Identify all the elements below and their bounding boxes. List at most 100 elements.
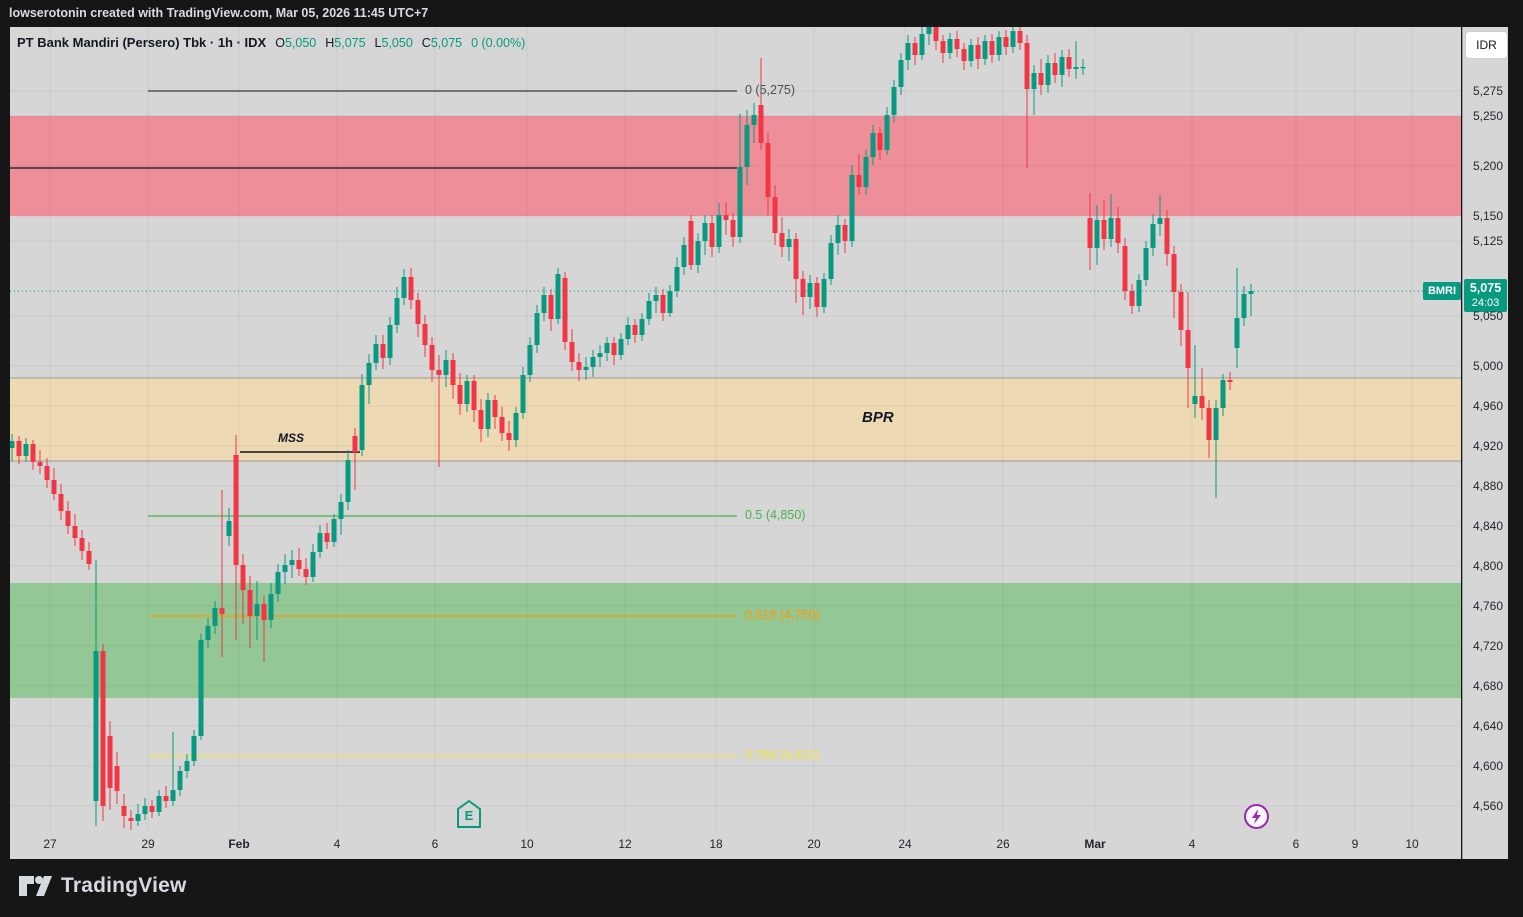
candle-body — [990, 41, 995, 55]
watermark-text: lowserotonin created with TradingView.co… — [9, 6, 428, 20]
candle-body — [668, 291, 673, 313]
candle-body — [381, 344, 386, 358]
bpr-zone-label: BPR — [862, 409, 894, 426]
candle-body — [920, 34, 925, 55]
candle-body — [829, 243, 834, 279]
time-tick-label: 27 — [43, 837, 56, 851]
candle-body — [752, 115, 757, 125]
price-tick-label: 4,760 — [1473, 599, 1503, 613]
currency-button[interactable]: IDR — [1465, 31, 1508, 59]
candle-body — [927, 27, 932, 34]
candle-body — [24, 444, 29, 456]
candle-body — [269, 594, 274, 620]
candle-body — [1214, 408, 1219, 440]
candle-body — [332, 519, 337, 542]
candle-body — [1123, 246, 1128, 291]
bottom-bar: TradingView — [0, 859, 1523, 917]
candle-body — [1179, 292, 1184, 330]
price-tick-label: 4,920 — [1473, 439, 1503, 453]
fib-label-2: 0.618 (4,750) — [745, 608, 819, 622]
candle-body — [1067, 57, 1072, 69]
price-tick-label: 4,800 — [1473, 559, 1503, 573]
candle-body — [654, 295, 659, 301]
candle-body — [1011, 31, 1016, 47]
flash-icon[interactable] — [1243, 803, 1270, 830]
candle-body — [1228, 380, 1233, 382]
svg-text:E: E — [465, 808, 474, 823]
candle-body — [640, 319, 645, 335]
tradingview-snapshot: { "frame": { "watermark": "lowserotonin … — [0, 0, 1523, 917]
candle-body — [969, 45, 974, 61]
candle-body — [283, 565, 288, 572]
candle-body — [486, 400, 491, 429]
candle-body — [31, 444, 36, 462]
candle-body — [1018, 31, 1023, 43]
candle-body — [955, 39, 960, 49]
price-tick-label: 4,960 — [1473, 399, 1503, 413]
ohlc-low: L5,050 — [375, 36, 413, 50]
time-tick-label: 6 — [432, 837, 439, 851]
candle-body — [843, 225, 848, 241]
time-axis[interactable]: 2729Feb46101218202426Mar46910 — [10, 832, 1461, 859]
candle-body — [983, 41, 988, 59]
price-tick-label: 4,680 — [1473, 679, 1503, 693]
chart-pane[interactable]: PT Bank Mandiri (Persero) Tbk · 1h · IDX… — [10, 27, 1461, 832]
candle-body — [773, 197, 778, 233]
candle-body — [997, 37, 1002, 55]
candle-body — [290, 560, 295, 565]
symbol-title[interactable]: PT Bank Mandiri (Persero) Tbk · 1h · IDX — [17, 35, 266, 50]
candle-body — [143, 806, 148, 814]
candle-body — [94, 651, 99, 801]
candle-body — [192, 736, 197, 761]
chart-canvas[interactable] — [10, 27, 1461, 832]
candle-body — [10, 441, 15, 448]
fib-label-1: 0.5 (4,850) — [745, 508, 805, 522]
candle-body — [150, 806, 155, 812]
price-tick-label: 4,880 — [1473, 479, 1503, 493]
candle-body — [360, 385, 365, 450]
candle-body — [598, 353, 603, 357]
candle-body — [591, 357, 596, 367]
candle-body — [213, 608, 218, 626]
candle-body — [199, 640, 204, 736]
candle-body — [766, 143, 771, 197]
candle-body — [472, 381, 477, 410]
candle-body — [626, 325, 631, 339]
bpr-zone — [10, 378, 1461, 461]
candle-body — [1102, 220, 1107, 239]
candle-body — [661, 295, 666, 313]
candle-body — [353, 436, 358, 452]
price-tick-label: 5,250 — [1473, 109, 1503, 123]
candle-body — [1109, 218, 1114, 239]
candle-body — [52, 480, 57, 494]
candle-body — [409, 277, 414, 300]
candle-body — [311, 552, 316, 577]
candle-body — [157, 796, 162, 812]
candle-body — [1130, 291, 1135, 306]
candle-body — [878, 133, 883, 150]
price-tick-label: 4,560 — [1473, 799, 1503, 813]
candle-body — [535, 313, 540, 345]
candle-body — [710, 223, 715, 247]
candle-body — [465, 381, 470, 404]
candle-body — [108, 736, 113, 788]
candle-body — [1116, 218, 1121, 243]
candle-body — [864, 157, 869, 187]
candle-body — [794, 239, 799, 279]
candle-body — [913, 43, 918, 55]
candle-body — [241, 565, 246, 590]
candle-body — [780, 233, 785, 247]
candle-body — [1151, 224, 1156, 248]
price-axis[interactable]: IDR 5,075 24:03 5,2755,2505,2005,1505,12… — [1462, 27, 1508, 859]
earnings-icon[interactable]: E — [455, 799, 483, 829]
candle-body — [1060, 57, 1065, 75]
candle-body — [451, 360, 456, 385]
mss-label: MSS — [278, 431, 304, 445]
candle-body — [500, 417, 505, 433]
candle-body — [101, 651, 106, 806]
price-tick-label: 5,000 — [1473, 359, 1503, 373]
candle-body — [388, 325, 393, 358]
time-tick-label: Feb — [228, 837, 249, 851]
candle-body — [206, 626, 211, 640]
candle-body — [346, 460, 351, 502]
